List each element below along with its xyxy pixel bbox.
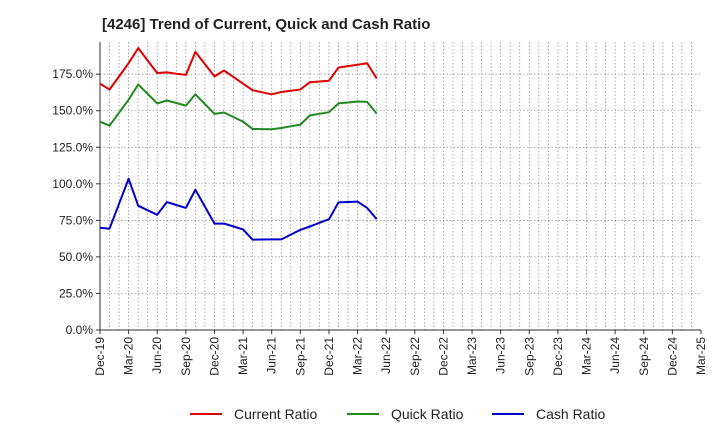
x-tick-label: Dec-19 — [93, 337, 107, 376]
series-line-cash-ratio — [99, 177, 378, 241]
x-tick-label: Mar-20 — [122, 337, 136, 375]
y-tick-label: 75.0% — [59, 213, 93, 227]
grid-lines — [100, 42, 701, 330]
series-line-quick-ratio — [99, 83, 378, 131]
y-tick-label: 150.0% — [52, 104, 93, 118]
x-tick-label: Mar-21 — [236, 337, 250, 375]
axes — [99, 42, 701, 331]
x-tick-label: Sep-22 — [408, 337, 422, 376]
legend-label: Quick Ratio — [391, 406, 464, 422]
x-tick-label: Mar-25 — [694, 337, 708, 375]
x-tick-label: Jun-20 — [150, 337, 164, 374]
y-tick-label: 25.0% — [59, 286, 93, 300]
series-line-current-ratio — [99, 47, 378, 96]
x-tick-label: Mar-24 — [580, 337, 594, 375]
x-tick-label: Dec-22 — [436, 337, 450, 376]
x-tick-label: Jun-21 — [265, 337, 279, 374]
legend-label: Current Ratio — [234, 406, 317, 422]
y-tick-label: 50.0% — [59, 250, 93, 264]
y-tick-label: 175.0% — [52, 67, 93, 81]
x-tick-label: Dec-23 — [551, 337, 565, 376]
x-tick-label: Mar-23 — [465, 337, 479, 375]
x-tick-label: Dec-20 — [207, 337, 221, 376]
x-tick-label: Dec-24 — [665, 337, 679, 376]
x-tick-label: Mar-22 — [351, 337, 365, 375]
y-tick-label: 125.0% — [52, 140, 93, 154]
x-axis-ticks: Dec-19 Mar-20 Jun-20 Sep-20 Dec-20 Mar-21 Jun-… — [93, 330, 708, 376]
x-tick-label: Jun-24 — [608, 337, 622, 374]
legend-label: Cash Ratio — [536, 406, 605, 422]
x-tick-label: Jun-22 — [379, 337, 393, 374]
y-axis-ticks: 0.0% 25.0% 50.0% 75.0% 100.0% 125.0% 150.0% 175… — [52, 67, 100, 337]
y-tick-label: 0.0% — [66, 323, 94, 337]
x-tick-label: Jun-23 — [494, 337, 508, 374]
x-tick-label: Sep-24 — [637, 337, 651, 376]
legend: Current Ratio Quick Ratio Cash Ratio — [190, 406, 605, 422]
chart-title: [4246] Trend of Current, Quick and Cash … — [102, 16, 430, 33]
series-lines — [99, 47, 378, 241]
x-tick-label: Dec-21 — [322, 337, 336, 376]
y-tick-label: 100.0% — [52, 177, 93, 191]
x-tick-label: Sep-23 — [522, 337, 536, 376]
x-tick-label: Sep-21 — [293, 337, 307, 376]
x-tick-label: Sep-20 — [179, 337, 193, 376]
